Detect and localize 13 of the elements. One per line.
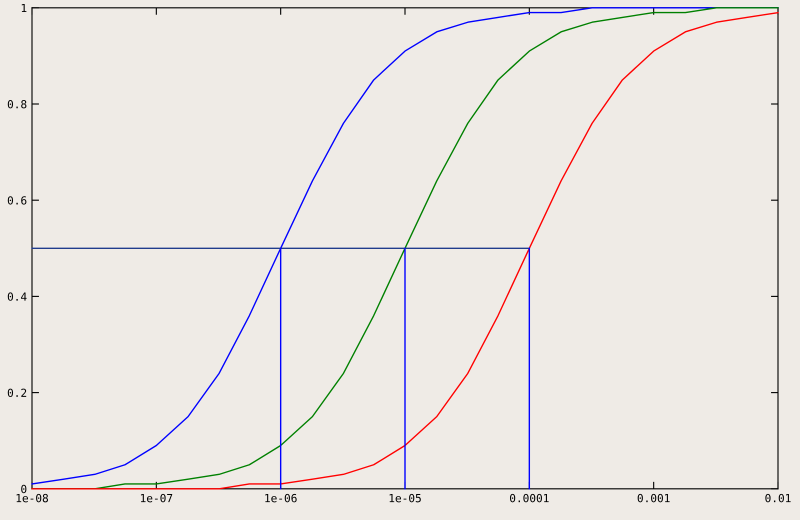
y-tick-label: 0: [21, 484, 26, 494]
x-tick-label: 1e-06: [265, 494, 297, 502]
x-tick-label: 1e-08: [16, 494, 48, 502]
y-tick-label: 0.8: [8, 100, 26, 108]
x-tick-label: 0.001: [638, 494, 670, 502]
x-tick-label: 0.0001: [510, 494, 549, 502]
y-tick-label: 0.2: [8, 388, 26, 398]
y-tick-label: 0.6: [8, 196, 26, 205]
x-tick-label: 1e-07: [140, 494, 172, 502]
y-tick-label: 1: [22, 4, 26, 12]
y-tick-label: 0.4: [8, 292, 27, 301]
x-tick-label: 0.01: [765, 494, 791, 502]
x-tick-label: 1e-05: [390, 494, 421, 502]
